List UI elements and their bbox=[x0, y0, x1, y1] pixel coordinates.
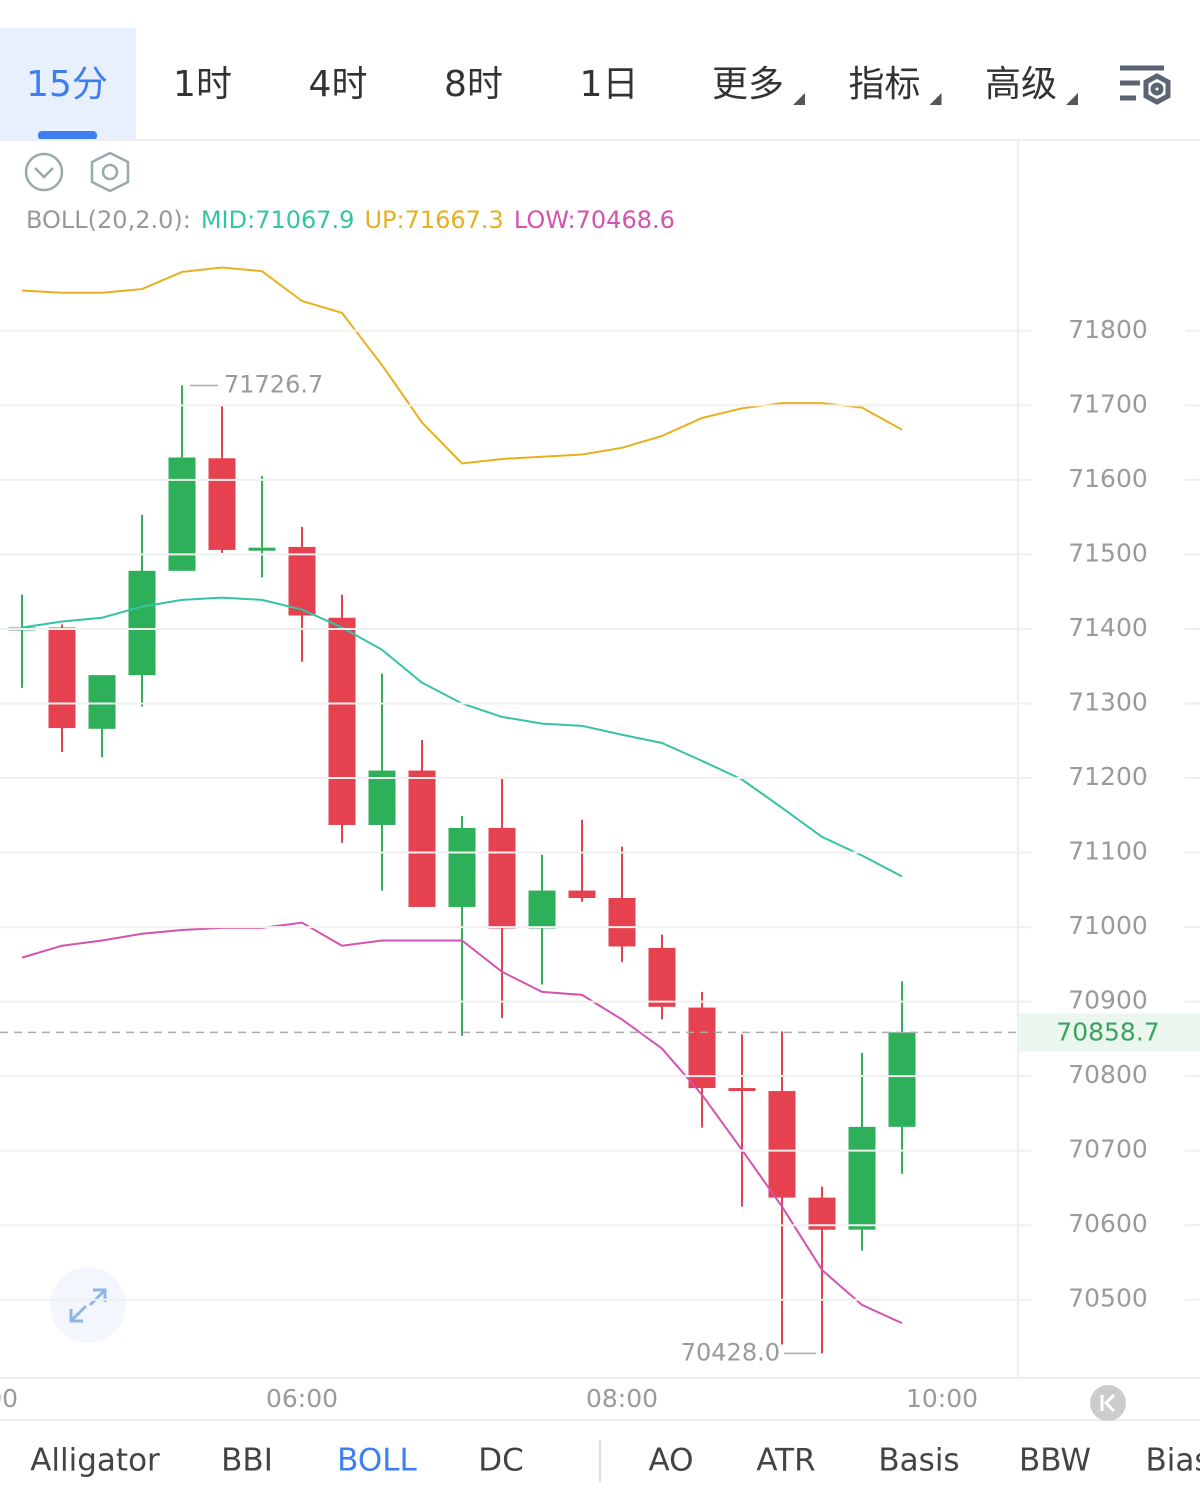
dropdown-marker bbox=[929, 93, 942, 105]
candle-body bbox=[208, 458, 236, 550]
candle-body bbox=[408, 770, 436, 907]
x-tick-label: 04:00 bbox=[0, 1384, 18, 1413]
candle-body bbox=[168, 457, 196, 571]
y-tick-label: 70900 bbox=[1068, 986, 1148, 1015]
candle-body bbox=[328, 617, 356, 825]
candle-body bbox=[728, 1088, 756, 1092]
min-label: 70428.0 bbox=[681, 1338, 780, 1366]
y-tick-label: 71800 bbox=[1068, 315, 1148, 344]
indicator-tab[interactable]: BOLL bbox=[337, 1443, 417, 1479]
max-label: 71726.7 bbox=[224, 370, 323, 398]
candle-body bbox=[288, 546, 316, 616]
y-tick-label: 70500 bbox=[1068, 1284, 1148, 1313]
indicator-tab[interactable]: BBI bbox=[221, 1443, 273, 1479]
y-tick-label: 71100 bbox=[1068, 837, 1148, 866]
y-tick-label: 71000 bbox=[1068, 911, 1148, 940]
candle-body bbox=[48, 627, 76, 729]
candle-body bbox=[368, 770, 396, 825]
y-tick-label: 71600 bbox=[1068, 464, 1148, 493]
menu-tab[interactable]: 更多 bbox=[712, 64, 784, 105]
indicator-tab[interactable]: BBW bbox=[1019, 1443, 1091, 1479]
indicator-line bbox=[21, 921, 903, 1325]
candle-body bbox=[848, 1126, 876, 1230]
candle-body bbox=[568, 890, 596, 899]
active-tab-bg bbox=[0, 28, 136, 140]
plot-area bbox=[8, 266, 916, 1354]
legend-value: 71667.3 bbox=[405, 206, 504, 234]
dropdown-marker bbox=[1066, 93, 1078, 105]
collapse-button[interactable] bbox=[24, 152, 64, 192]
candle-body bbox=[248, 547, 276, 551]
indicator-tab[interactable]: ATR bbox=[756, 1443, 815, 1479]
y-tick-label: 70700 bbox=[1068, 1135, 1148, 1164]
legend-value: 71067.9 bbox=[255, 206, 354, 234]
x-tick-label: 10:00 bbox=[906, 1384, 978, 1413]
period-tab[interactable]: 15分 bbox=[26, 64, 108, 105]
period-tab[interactable]: 1时 bbox=[173, 64, 232, 105]
period-tab[interactable]: 8时 bbox=[444, 64, 503, 105]
candle-body bbox=[888, 1032, 916, 1127]
y-tick-label: 70800 bbox=[1068, 1060, 1148, 1089]
scroll-latest-button[interactable] bbox=[1090, 1385, 1126, 1421]
indicator-tab[interactable]: Basis bbox=[878, 1443, 959, 1479]
period-tab[interactable]: 4时 bbox=[309, 64, 368, 105]
candle-body bbox=[528, 890, 556, 929]
menu-tab[interactable]: 指标 bbox=[848, 64, 920, 105]
legend-name: MID: bbox=[201, 206, 255, 234]
candle-body bbox=[688, 1007, 716, 1089]
active-tab-indicator bbox=[38, 131, 97, 140]
indicator-tab[interactable]: DC bbox=[478, 1443, 524, 1479]
current-price-label: 70858.7 bbox=[1056, 1017, 1159, 1046]
y-tick-label: 70600 bbox=[1068, 1209, 1148, 1238]
dropdown-marker bbox=[793, 93, 805, 105]
indicator-legend: BOLL(20,2.0): MID:71067.9 UP:71667.3 LOW:70… bbox=[26, 206, 675, 234]
indicator-tab[interactable]: AO bbox=[648, 1443, 693, 1479]
settings-icon[interactable] bbox=[1120, 65, 1171, 105]
indicator-line bbox=[21, 266, 903, 465]
current-price-bg bbox=[1018, 1013, 1200, 1052]
settings-button[interactable] bbox=[90, 151, 130, 193]
y-tick-label: 71700 bbox=[1068, 389, 1148, 418]
x-tick-label: 08:00 bbox=[586, 1384, 658, 1413]
candle-body bbox=[768, 1091, 796, 1198]
indicator-name: BOLL(20,2.0): bbox=[26, 206, 191, 234]
legend-value: 70468.6 bbox=[576, 206, 675, 234]
y-tick-label: 71400 bbox=[1068, 613, 1148, 642]
expand-button[interactable] bbox=[50, 1267, 126, 1343]
candle-body bbox=[88, 675, 116, 729]
candle-body bbox=[448, 827, 476, 907]
legend-name: LOW: bbox=[514, 206, 576, 234]
y-tick-label: 71500 bbox=[1068, 538, 1148, 567]
legend-name: UP: bbox=[364, 206, 404, 234]
y-tick-label: 71300 bbox=[1068, 687, 1148, 716]
indicator-tab[interactable]: Bias bbox=[1145, 1443, 1200, 1479]
candle-body bbox=[128, 570, 156, 676]
x-tick-label: 06:00 bbox=[266, 1384, 338, 1413]
candle-body bbox=[488, 827, 516, 929]
period-tab[interactable]: 1日 bbox=[580, 64, 639, 105]
menu-tab[interactable]: 高级 bbox=[985, 64, 1057, 105]
candle-body bbox=[608, 898, 636, 947]
indicator-tab[interactable]: Alligator bbox=[30, 1443, 160, 1479]
y-tick-label: 71200 bbox=[1068, 762, 1148, 791]
candle-body bbox=[648, 947, 676, 1007]
